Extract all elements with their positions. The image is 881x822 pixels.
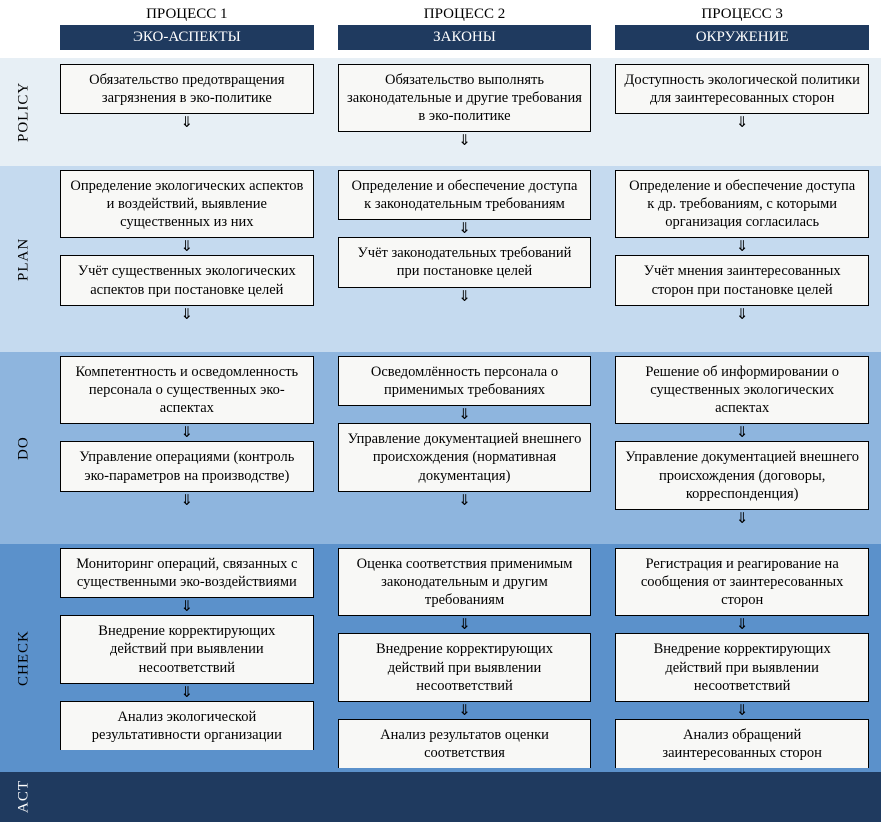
process-header: ЗАКОНЫ [338,25,592,50]
flowchart-box: Определение и обеспечение доступа к зако… [338,170,592,220]
flowchart-box: Оценка соответствия применимым законодат… [338,548,592,616]
flowchart-box: Учёт мнения заинтересованных сторон при … [615,255,869,305]
process-label: ПРОЦЕСС 3 [701,6,782,23]
down-arrow-icon: ⇓ [458,703,471,718]
down-arrow-icon: ⇓ [736,239,749,254]
down-arrow-icon: ⇓ [736,425,749,440]
down-arrow-icon: ⇓ [181,599,194,614]
flowchart-box: Внедрение корректирующих действий при вы… [60,615,314,683]
flowchart-box: Внедрение корректирующих действий при вы… [615,633,869,701]
col1-act [48,772,326,822]
process-label: ПРОЦЕСС 1 [146,6,227,23]
phase-label-act: ACT [0,772,48,822]
flowchart-box: Мониторинг операций, связанных с существ… [60,548,314,598]
phase-label-check: CHECK [0,544,48,772]
col2-do: Осведомлённость персонала о применимых т… [326,352,604,544]
col3-plan: Определение и обеспечение доступа к др. … [603,166,881,352]
flowchart-box: Управление документацией внешнего происх… [615,441,869,509]
flowchart-box: Определение экологических аспектов и воз… [60,170,314,238]
header-spacer [0,0,48,58]
down-arrow-icon: ⇓ [458,133,471,148]
flowchart-box: Определение и обеспечение доступа к др. … [615,170,869,238]
flowchart-box: Анализ экологической результативности ор… [60,701,314,750]
down-arrow-icon: ⇓ [181,307,194,322]
phase-label-do: DO [0,352,48,544]
process-label: ПРОЦЕСС 2 [424,6,505,23]
phase-label-plan: PLAN [0,166,48,352]
flowchart-box: Обязательство выполнять законодательные … [338,64,592,132]
down-arrow-icon: ⇓ [458,493,471,508]
col3-act [603,772,881,822]
flowchart-box: Компетентность и осведомленность персона… [60,356,314,424]
col2-header: ПРОЦЕСС 2 ЗАКОНЫ [326,0,604,58]
flowchart-box: Управление документацией внешнего происх… [338,423,592,491]
down-arrow-icon: ⇓ [736,115,749,130]
down-arrow-icon: ⇓ [181,115,194,130]
down-arrow-icon: ⇓ [458,617,471,632]
col3-check: Регистрация и реагирование на сообщения … [603,544,881,772]
col1-policy: Обязательство предотвращения загрязнения… [48,58,326,166]
down-arrow-icon: ⇓ [458,407,471,422]
col2-act [326,772,604,822]
down-arrow-icon: ⇓ [181,239,194,254]
flowchart-box: Регистрация и реагирование на сообщения … [615,548,869,616]
down-arrow-icon: ⇓ [458,289,471,304]
down-arrow-icon: ⇓ [736,617,749,632]
col2-policy: Обязательство выполнять законодательные … [326,58,604,166]
down-arrow-icon: ⇓ [181,493,194,508]
down-arrow-icon: ⇓ [736,307,749,322]
down-arrow-icon: ⇓ [736,703,749,718]
col2-plan: Определение и обеспечение доступа к зако… [326,166,604,352]
flowchart-box: Учёт законодательных требований при пост… [338,237,592,287]
flowchart-box: Внедрение корректирующих действий при вы… [338,633,592,701]
col3-do: Решение об информировании о существенных… [603,352,881,544]
down-arrow-icon: ⇓ [181,685,194,700]
col3-policy: Доступность экологической политики для з… [603,58,881,166]
col1-header: ПРОЦЕСС 1 ЭКО-АСПЕКТЫ [48,0,326,58]
flowchart-box: Анализ обращений заинтересованных сторон [615,719,869,768]
flowchart-box: Обязательство предотвращения загрязнения… [60,64,314,114]
col1-check: Мониторинг операций, связанных с существ… [48,544,326,772]
col1-do: Компетентность и осведомленность персона… [48,352,326,544]
down-arrow-icon: ⇓ [736,511,749,526]
flowchart-box: Решение об информировании о существенных… [615,356,869,424]
down-arrow-icon: ⇓ [458,221,471,236]
process-header: ЭКО-АСПЕКТЫ [60,25,314,50]
col2-check: Оценка соответствия применимым законодат… [326,544,604,772]
flowchart-box: Анализ результатов оценки соответствия [338,719,592,768]
flowchart-box: Учёт существенных экологических аспектов… [60,255,314,305]
phase-label-policy: POLICY [0,58,48,166]
flowchart-box: Управление операциями (контроль эко-пара… [60,441,314,491]
col3-header: ПРОЦЕСС 3 ОКРУЖЕНИЕ [603,0,881,58]
flowchart-box: Осведомлённость персонала о применимых т… [338,356,592,406]
process-header: ОКРУЖЕНИЕ [615,25,869,50]
col1-plan: Определение экологических аспектов и воз… [48,166,326,352]
flowchart-box: Доступность экологической политики для з… [615,64,869,114]
down-arrow-icon: ⇓ [181,425,194,440]
flowchart-grid: ПРОЦЕСС 1 ЭКО-АСПЕКТЫ ПРОЦЕСС 2 ЗАКОНЫ П… [0,0,881,822]
